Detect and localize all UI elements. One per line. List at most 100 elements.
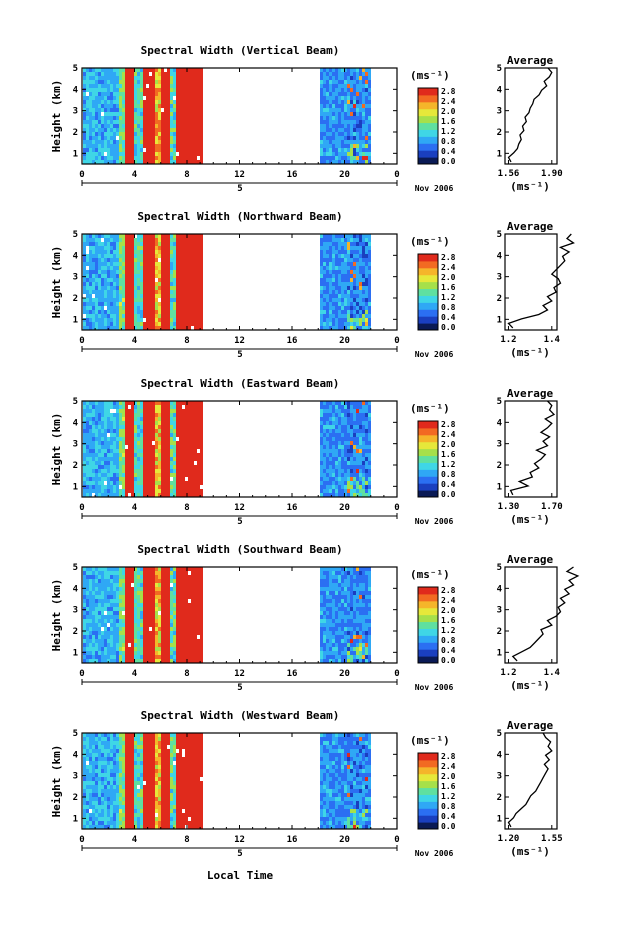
heatmap-cell bbox=[332, 262, 335, 266]
heatmap-cell bbox=[89, 445, 92, 449]
colorbar-tick-label: 2.4 bbox=[441, 97, 456, 106]
heatmap-cell bbox=[110, 290, 113, 294]
heatmap-cell bbox=[326, 108, 329, 112]
heatmap-cell bbox=[173, 417, 176, 421]
heatmap-cell bbox=[155, 643, 158, 647]
heatmap-cell bbox=[137, 282, 140, 286]
heatmap-cell bbox=[188, 258, 191, 262]
heatmap-cell bbox=[158, 655, 161, 659]
heatmap-cell bbox=[158, 615, 161, 619]
heatmap-cell bbox=[149, 314, 152, 318]
heatmap-cell bbox=[167, 148, 170, 152]
heatmap-cell bbox=[152, 246, 155, 250]
heatmap-cell bbox=[356, 421, 359, 425]
heatmap-cell bbox=[104, 290, 107, 294]
avg-y-tick-label: 4 bbox=[497, 418, 503, 428]
heatmap-cell bbox=[167, 306, 170, 310]
heatmap-cell bbox=[116, 254, 119, 258]
heatmap-cell bbox=[146, 238, 149, 242]
heatmap-cell bbox=[113, 132, 116, 136]
heatmap-cell bbox=[329, 128, 332, 132]
heatmap-cell bbox=[125, 627, 128, 631]
heatmap-cell bbox=[140, 417, 143, 421]
heatmap-cell bbox=[98, 88, 101, 92]
heatmap-cell bbox=[365, 449, 368, 453]
heatmap-cell bbox=[350, 258, 353, 262]
heatmap-cell bbox=[137, 258, 140, 262]
heatmap-cell bbox=[161, 587, 164, 591]
heatmap-cell bbox=[182, 421, 185, 425]
heatmap-cell bbox=[353, 409, 356, 413]
heatmap-cell bbox=[146, 567, 149, 571]
heatmap-cell bbox=[92, 148, 95, 152]
heatmap-cell bbox=[155, 254, 158, 258]
heatmap-cell bbox=[320, 124, 323, 128]
heatmap-cell bbox=[338, 282, 341, 286]
heatmap-cell bbox=[110, 262, 113, 266]
heatmap-cell bbox=[326, 294, 329, 298]
heatmap-cell bbox=[101, 116, 104, 120]
heatmap-cell bbox=[155, 242, 158, 246]
heatmap-cell bbox=[353, 108, 356, 112]
heatmap-cell bbox=[359, 128, 362, 132]
heatmap-cell bbox=[170, 409, 173, 413]
heatmap-cell bbox=[104, 314, 107, 318]
heatmap-cell bbox=[92, 120, 95, 124]
heatmap-cell bbox=[83, 274, 86, 278]
heatmap-cell bbox=[329, 290, 332, 294]
heatmap-cell bbox=[356, 128, 359, 132]
heatmap-cell bbox=[158, 409, 161, 413]
heatmap-cell bbox=[176, 405, 179, 409]
heatmap-cell bbox=[104, 623, 107, 627]
heatmap-cell bbox=[149, 449, 152, 453]
heatmap-cell bbox=[134, 485, 137, 489]
heatmap-cell bbox=[128, 583, 131, 587]
heatmap-cell bbox=[149, 647, 152, 651]
heatmap-cell bbox=[188, 449, 191, 453]
heatmap-cell bbox=[338, 489, 341, 493]
heatmap-cell bbox=[116, 132, 119, 136]
heatmap-cell bbox=[161, 250, 164, 254]
heatmap-cell bbox=[95, 298, 98, 302]
heatmap-cell bbox=[326, 413, 329, 417]
heatmap-cell bbox=[98, 619, 101, 623]
heatmap-cell bbox=[110, 148, 113, 152]
heatmap-cell bbox=[107, 128, 110, 132]
heatmap-cell bbox=[125, 282, 128, 286]
heatmap-cell bbox=[338, 453, 341, 457]
heatmap-cell bbox=[158, 575, 161, 579]
colorbar-tick-label: 2.4 bbox=[441, 263, 456, 272]
heatmap-cell bbox=[173, 294, 176, 298]
heatmap-cell bbox=[113, 238, 116, 242]
heatmap-cell bbox=[158, 607, 161, 611]
heatmap-cell bbox=[134, 148, 137, 152]
heatmap-cell bbox=[101, 473, 104, 477]
heatmap-cell bbox=[155, 84, 158, 88]
heatmap-cell bbox=[131, 643, 134, 647]
heatmap-cell bbox=[152, 96, 155, 100]
heatmap-cell bbox=[359, 246, 362, 250]
heatmap-cell bbox=[365, 310, 368, 314]
heatmap-cell bbox=[365, 254, 368, 258]
heatmap-cell bbox=[164, 266, 167, 270]
heatmap-cell bbox=[110, 254, 113, 258]
x-tick-label: 4 bbox=[132, 503, 138, 513]
heatmap-cell bbox=[128, 571, 131, 575]
heatmap-cell bbox=[176, 441, 179, 445]
heatmap-cell bbox=[152, 583, 155, 587]
heatmap-cell bbox=[176, 294, 179, 298]
heatmap-cell bbox=[335, 449, 338, 453]
heatmap-cell bbox=[86, 651, 89, 655]
heatmap-cell bbox=[320, 132, 323, 136]
heatmap-cell bbox=[92, 96, 95, 100]
heatmap-cell bbox=[137, 136, 140, 140]
heatmap-cell bbox=[86, 457, 89, 461]
heatmap-cell bbox=[353, 238, 356, 242]
heatmap-cell bbox=[353, 401, 356, 405]
heatmap-cell bbox=[92, 659, 95, 663]
date-label: Nov 2006 bbox=[415, 350, 454, 359]
heatmap-cell bbox=[125, 80, 128, 84]
heatmap-cell bbox=[164, 286, 167, 290]
heatmap-cell bbox=[143, 108, 146, 112]
heatmap-cell bbox=[122, 116, 125, 120]
